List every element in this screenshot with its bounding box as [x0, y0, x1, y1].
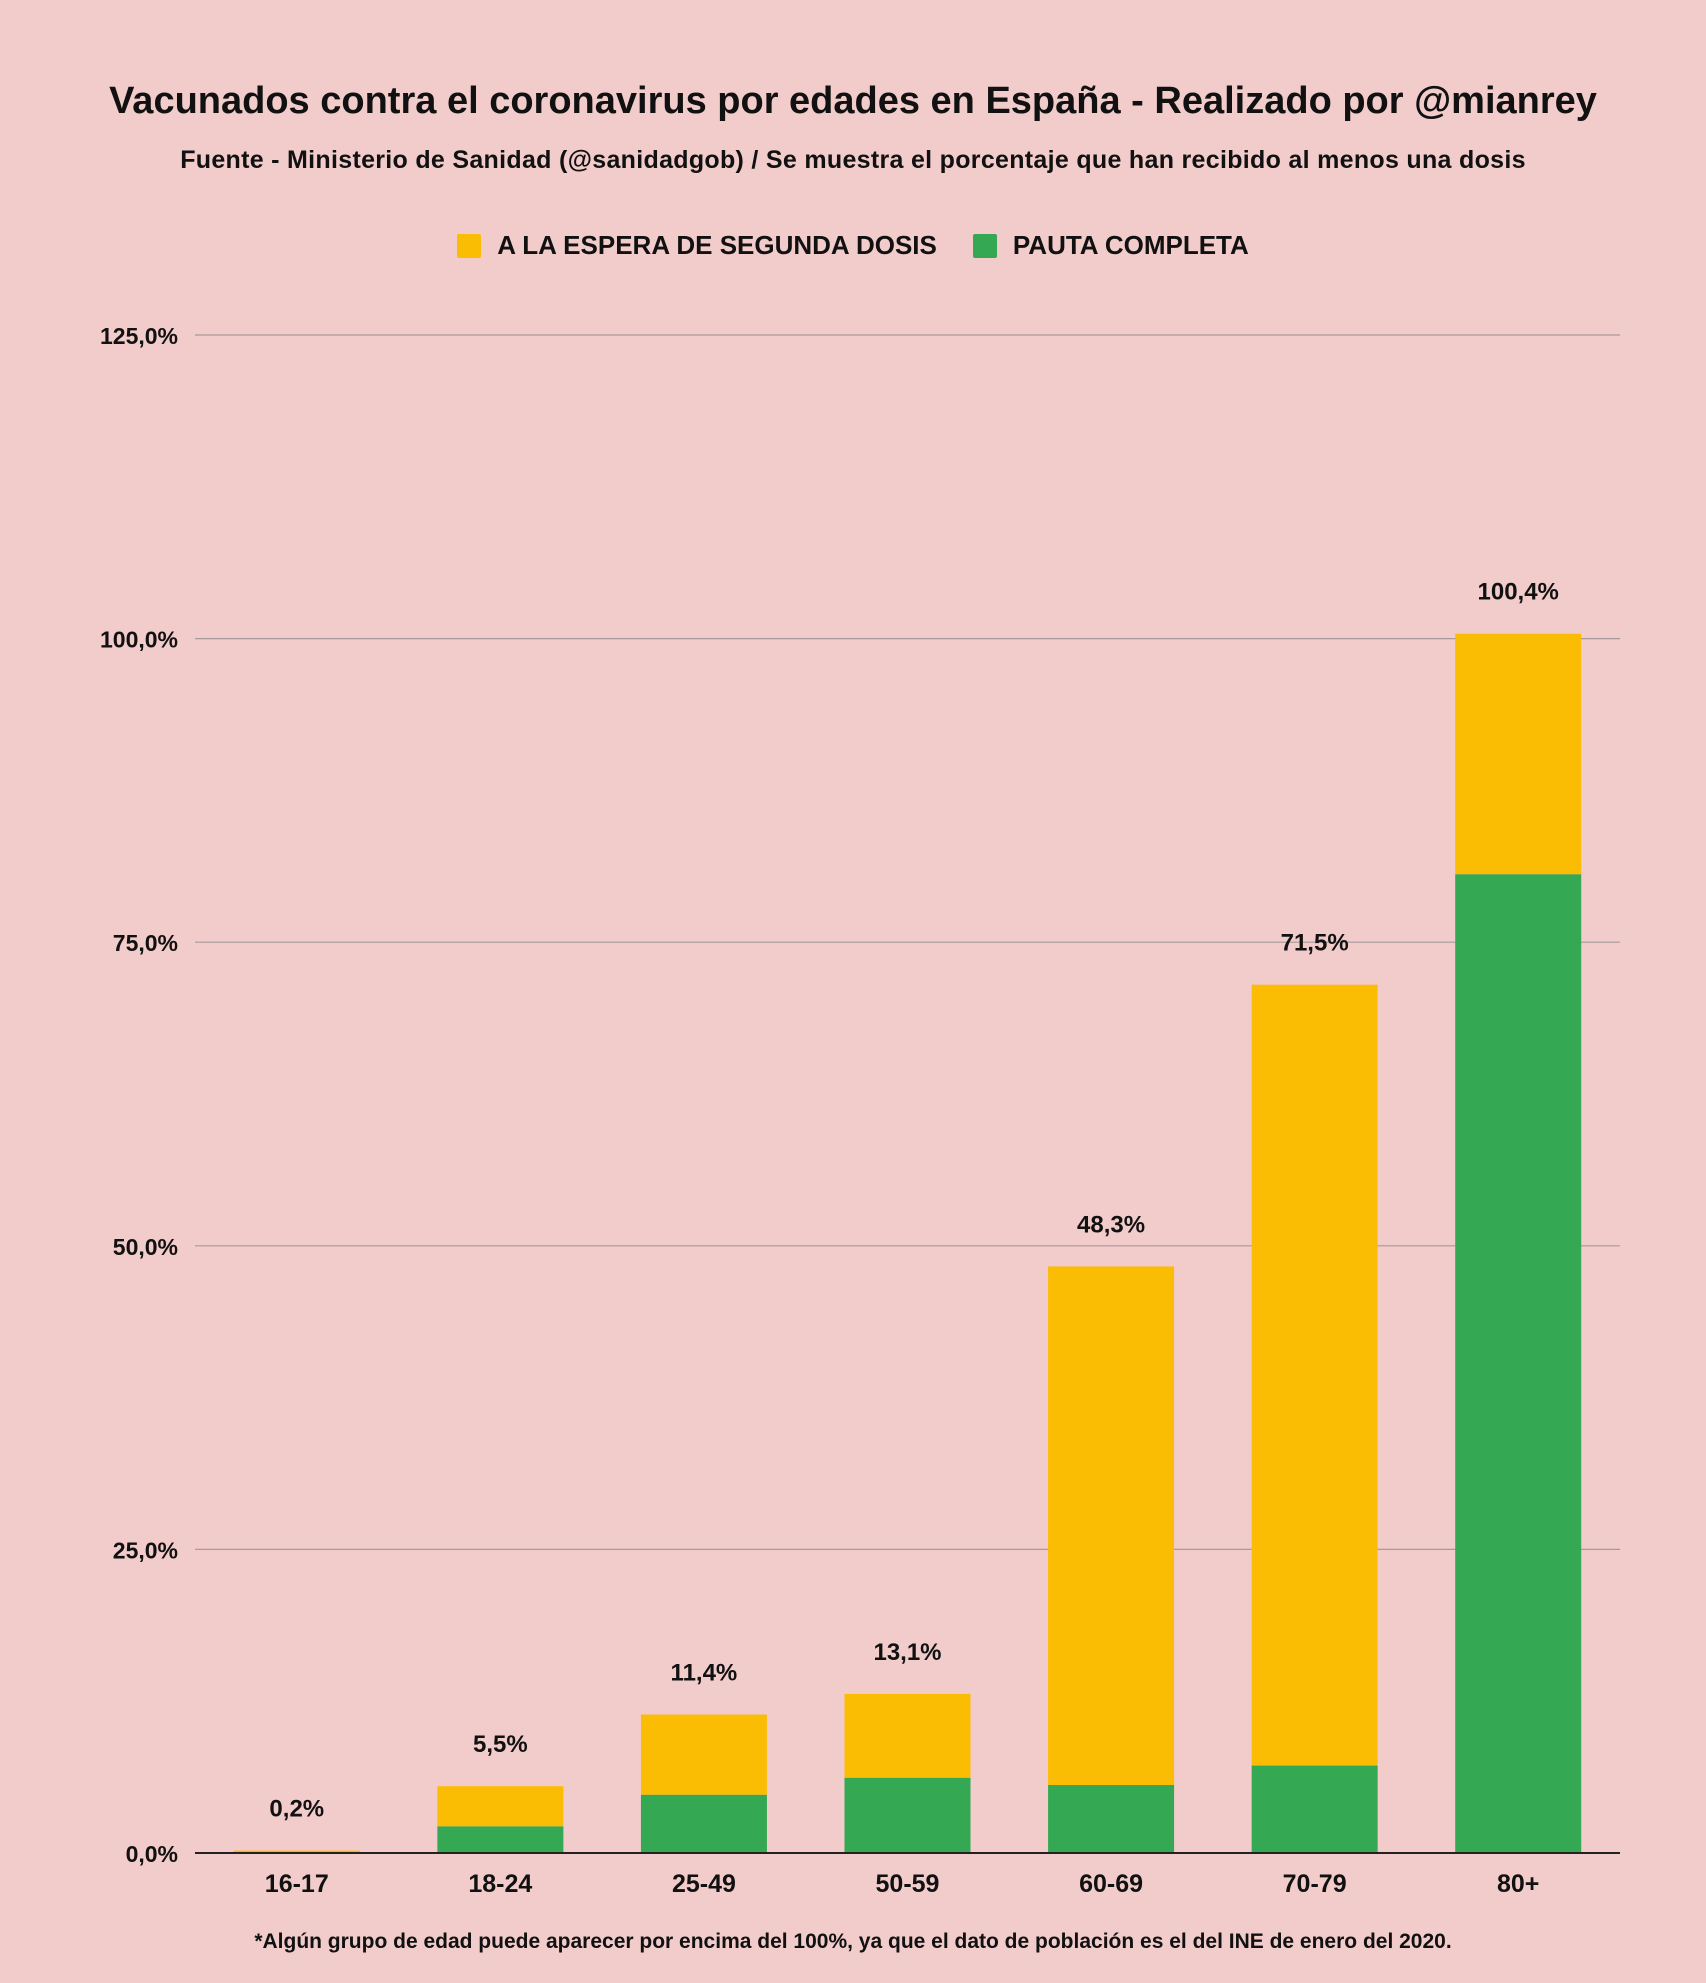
- bar-pauta-completa: [640, 1794, 767, 1853]
- legend-item-espera: A LA ESPERA DE SEGUNDA DOSIS: [457, 230, 937, 261]
- y-tick-label: 50,0%: [113, 1234, 178, 1260]
- footnote: *Algún grupo de edad puede aparecer por …: [254, 1930, 1452, 1953]
- legend-label-completa: PAUTA COMPLETA: [1012, 230, 1249, 260]
- bar-total-label: 5,5%: [473, 1731, 528, 1758]
- y-tick-label: 125,0%: [100, 323, 178, 349]
- y-tick-label: 100,0%: [100, 627, 178, 653]
- legend-label-espera: A LA ESPERA DE SEGUNDA DOSIS: [497, 230, 937, 260]
- bar-espera-segunda-dosis: [844, 1693, 971, 1778]
- bar-espera-segunda-dosis: [1455, 633, 1582, 875]
- bar-total-label: 0,2%: [269, 1796, 324, 1823]
- bar-pauta-completa: [1048, 1784, 1175, 1853]
- bar-espera-segunda-dosis: [1048, 1266, 1175, 1785]
- x-tick-label: 25-49: [672, 1870, 736, 1898]
- bar-espera-segunda-dosis: [233, 1850, 360, 1852]
- x-tick-label: 16-17: [265, 1870, 329, 1898]
- chart-title: Vacunados contra el coronavirus por edad…: [109, 80, 1597, 122]
- bar-espera-segunda-dosis: [437, 1786, 564, 1827]
- bar-espera-segunda-dosis: [640, 1714, 767, 1795]
- bar-pauta-completa: [844, 1777, 971, 1853]
- y-tick-label: 25,0%: [113, 1537, 178, 1563]
- bar-pauta-completa: [1455, 874, 1582, 1853]
- bar-pauta-completa: [1251, 1765, 1378, 1853]
- y-tick-label: 0,0%: [126, 1841, 178, 1867]
- legend-swatch-completa: [972, 233, 997, 258]
- x-tick-label: 18-24: [468, 1870, 532, 1898]
- bar-total-label: 13,1%: [873, 1639, 941, 1666]
- chart-subtitle: Fuente - Ministerio de Sanidad (@sanidad…: [180, 146, 1526, 174]
- bar-pauta-completa: [437, 1826, 564, 1853]
- x-tick-label: 50-59: [876, 1870, 940, 1898]
- y-tick-label: 75,0%: [113, 930, 178, 956]
- x-tick-label: 70-79: [1283, 1870, 1347, 1898]
- x-tick-label: 60-69: [1079, 1870, 1143, 1898]
- bar-total-label: 100,4%: [1478, 579, 1559, 606]
- x-tick-label: 80+: [1497, 1870, 1539, 1898]
- bar-total-label: 48,3%: [1077, 1211, 1145, 1238]
- bar-total-label: 71,5%: [1281, 930, 1349, 957]
- legend-item-completa: PAUTA COMPLETA: [972, 230, 1249, 261]
- legend-swatch-espera: [457, 233, 482, 258]
- legend: A LA ESPERA DE SEGUNDA DOSIS PAUTA COMPL…: [0, 230, 1706, 261]
- bar-total-label: 11,4%: [671, 1660, 738, 1687]
- bar-espera-segunda-dosis: [1251, 984, 1378, 1766]
